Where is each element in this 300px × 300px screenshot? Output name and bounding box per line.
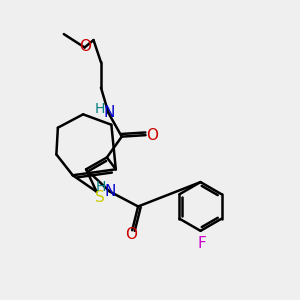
Text: H: H: [96, 180, 106, 194]
Text: O: O: [125, 227, 137, 242]
Text: H: H: [95, 102, 105, 116]
Text: F: F: [198, 236, 206, 251]
Text: S: S: [94, 190, 104, 205]
Text: O: O: [146, 128, 158, 142]
Text: O: O: [79, 39, 91, 54]
Text: N: N: [105, 184, 116, 199]
Text: N: N: [103, 105, 115, 120]
